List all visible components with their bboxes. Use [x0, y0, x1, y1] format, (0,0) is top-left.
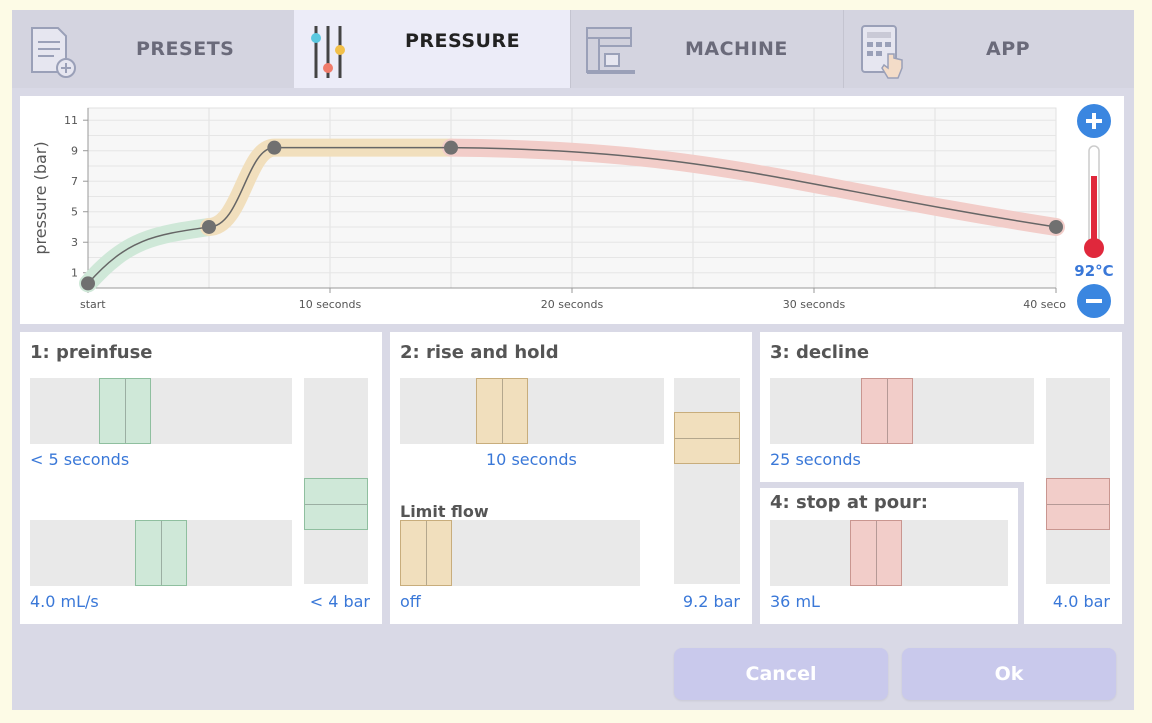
- thermometer-icon: [1084, 145, 1104, 258]
- pressure-dialog: PRESETS PRESSURE MACHINE: [12, 10, 1134, 710]
- pressure-chart: 1 3 5 7 9 11 start 10 seconds 20 seconds 30 secon…: [31, 107, 1066, 311]
- segment-line: [87, 226, 210, 284]
- x-tick-label: start: [80, 298, 106, 311]
- slider-knob[interactable]: [400, 520, 452, 586]
- y-tick-label: 11: [64, 114, 78, 127]
- tab-app[interactable]: APP: [844, 10, 1134, 88]
- ok-button[interactable]: Ok: [902, 648, 1116, 700]
- slider-knob[interactable]: [861, 378, 913, 444]
- x-tick-label: 10 seconds: [299, 298, 362, 311]
- y-tick-label: 1: [71, 267, 78, 280]
- sliders-icon: [308, 24, 348, 85]
- data-point: [267, 140, 282, 155]
- slider-knob[interactable]: [304, 478, 368, 530]
- step-title: 3: decline: [770, 342, 870, 363]
- stop-volume-value: 36 mL: [770, 592, 820, 611]
- pressure-chart-panel: 1 3 5 7 9 11 start 10 seconds 20 seconds 30 secon…: [20, 96, 1124, 324]
- rise-pressure-slider[interactable]: [674, 378, 740, 584]
- preinfuse-pressure-slider[interactable]: [304, 378, 368, 584]
- espresso-machine-icon: [583, 24, 637, 83]
- decline-pressure-value: 4.0 bar: [1052, 592, 1110, 611]
- temperature-down-button[interactable]: [1077, 284, 1111, 318]
- x-tick-label: 20 seconds: [541, 298, 604, 311]
- preinfuse-time-slider[interactable]: [30, 378, 292, 444]
- limit-flow-value: off: [400, 592, 421, 611]
- tab-divider: [843, 10, 844, 88]
- decline-time-value: 25 seconds: [770, 450, 861, 469]
- slider-knob[interactable]: [850, 520, 902, 586]
- tab-pressure[interactable]: PRESSURE: [294, 10, 570, 88]
- preinfuse-pressure-value: < 4 bar: [309, 592, 370, 611]
- y-tick-label: 5: [71, 206, 78, 219]
- minus-icon: [1086, 299, 1102, 303]
- slider-knob[interactable]: [476, 378, 528, 444]
- segment-line: [450, 146, 1057, 228]
- presets-document-icon: [28, 24, 78, 85]
- rise-pressure-value: 9.2 bar: [682, 592, 740, 611]
- slider-knob[interactable]: [1046, 478, 1110, 530]
- step-title: 2: rise and hold: [400, 342, 559, 363]
- preinfuse-time-value: < 5 seconds: [30, 450, 130, 469]
- limit-flow-label: Limit flow: [400, 502, 489, 521]
- cancel-button[interactable]: Cancel: [674, 648, 888, 700]
- rise-time-value: 10 seconds: [486, 450, 577, 469]
- tab-label: PRESSURE: [405, 30, 521, 52]
- data-point: [1049, 219, 1063, 234]
- tab-machine[interactable]: MACHINE: [571, 10, 843, 88]
- y-tick-label: 3: [71, 236, 78, 249]
- temperature-label: 92°C: [1074, 262, 1114, 280]
- preinfuse-flow-slider[interactable]: [30, 520, 292, 586]
- temperature-up-button[interactable]: [1077, 104, 1111, 138]
- stop-volume-slider[interactable]: [770, 520, 1008, 586]
- rise-time-slider[interactable]: [400, 378, 664, 444]
- tab-label: PRESETS: [136, 38, 235, 60]
- tab-presets[interactable]: PRESETS: [12, 10, 294, 88]
- y-tick-label: 7: [71, 175, 78, 188]
- x-tick-label: 40 seco: [1023, 298, 1066, 311]
- slider-knob[interactable]: [674, 412, 740, 464]
- data-point: [81, 276, 95, 291]
- tab-label: APP: [986, 38, 1031, 60]
- preinfuse-flow-value: 4.0 mL/s: [30, 592, 99, 611]
- slider-knob[interactable]: [99, 378, 151, 444]
- rise-and-hold-card: 2: rise and hold 10 seconds Limit flow o…: [390, 332, 752, 624]
- step-title: 4: stop at pour:: [770, 492, 928, 513]
- limit-flow-slider[interactable]: [400, 520, 640, 586]
- data-point: [202, 219, 216, 234]
- decline-pressure-slider[interactable]: [1046, 378, 1110, 584]
- thermometer: [1082, 144, 1106, 262]
- tab-divider: [570, 10, 571, 88]
- slider-knob[interactable]: [135, 520, 187, 586]
- step-title: 1: preinfuse: [30, 342, 153, 363]
- decline-time-slider[interactable]: [770, 378, 1034, 444]
- y-tick-label: 9: [71, 145, 78, 158]
- tablet-touch-icon: [858, 24, 908, 85]
- tab-label: MACHINE: [685, 38, 788, 60]
- x-tick-label: 30 seconds: [783, 298, 846, 311]
- data-point: [444, 140, 458, 155]
- preinfuse-card: 1: preinfuse < 5 seconds 4.0 mL/s < 4 ba…: [20, 332, 382, 624]
- plus-icon: [1086, 113, 1102, 129]
- stop-at-pour-card: 4: stop at pour: 36 mL: [760, 488, 1018, 624]
- y-axis-label: pressure (bar): [31, 141, 50, 254]
